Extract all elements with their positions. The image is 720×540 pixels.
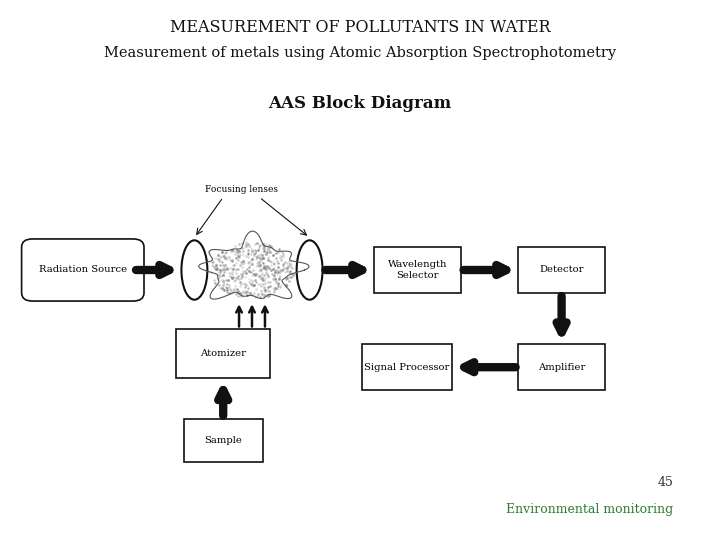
Text: Amplifier: Amplifier xyxy=(538,363,585,372)
Text: Sample: Sample xyxy=(204,436,242,444)
FancyBboxPatch shape xyxy=(176,329,270,378)
Text: Radiation Source: Radiation Source xyxy=(39,266,127,274)
FancyBboxPatch shape xyxy=(518,345,605,390)
Ellipse shape xyxy=(181,240,207,300)
Text: Signal Processor: Signal Processor xyxy=(364,363,449,372)
Text: Focusing lenses: Focusing lenses xyxy=(204,185,278,194)
FancyBboxPatch shape xyxy=(184,418,263,462)
Text: 45: 45 xyxy=(657,476,673,489)
Ellipse shape xyxy=(297,240,323,300)
Text: Detector: Detector xyxy=(539,266,584,274)
FancyBboxPatch shape xyxy=(22,239,144,301)
Text: AAS Block Diagram: AAS Block Diagram xyxy=(269,94,451,111)
Text: Measurement of metals using Atomic Absorption Spectrophotometry: Measurement of metals using Atomic Absor… xyxy=(104,46,616,60)
FancyBboxPatch shape xyxy=(518,247,605,293)
Text: Atomizer: Atomizer xyxy=(200,349,246,358)
FancyBboxPatch shape xyxy=(361,345,452,390)
Text: Environmental monitoring: Environmental monitoring xyxy=(506,503,673,516)
FancyBboxPatch shape xyxy=(374,247,461,293)
Text: MEASUREMENT OF POLLUTANTS IN WATER: MEASUREMENT OF POLLUTANTS IN WATER xyxy=(170,19,550,36)
Text: Wavelength
Selector: Wavelength Selector xyxy=(388,260,447,280)
